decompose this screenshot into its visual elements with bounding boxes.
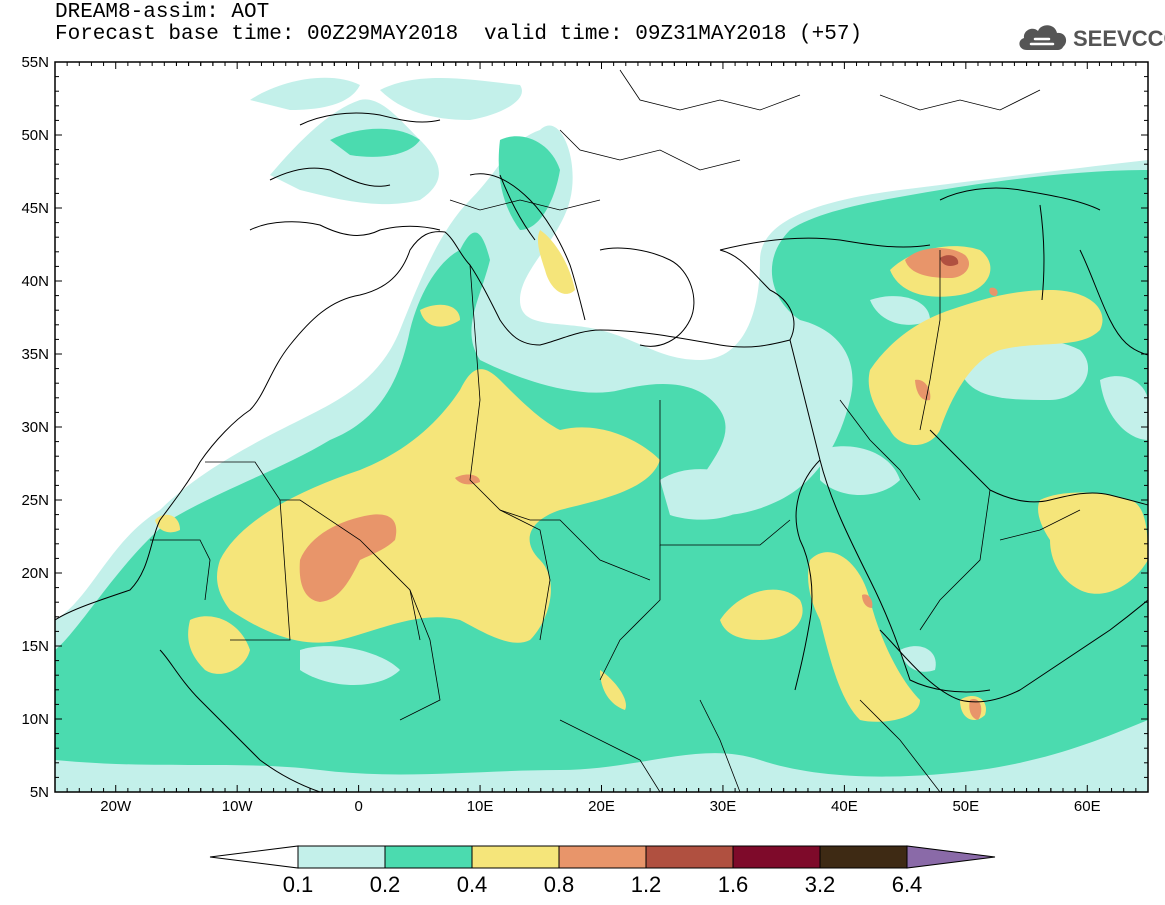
colorbar-low-arrow — [209, 845, 299, 869]
lon-label: 0 — [354, 798, 362, 815]
map-title: DREAM8-assim: AOT — [55, 1, 270, 24]
lat-label: 55N — [21, 54, 49, 71]
colorbar-box — [297, 845, 386, 869]
lat-label: 40N — [21, 273, 49, 290]
longitude-axis: 20W 10W 0 10E 20E 30E 40E 50E 60E — [54, 62, 1149, 815]
colorbar-label: 0.8 — [544, 872, 575, 897]
lat-label: 35N — [21, 346, 49, 363]
colorbar-label: 0.1 — [283, 872, 314, 897]
forecast-base-time: Forecast base time: 00Z29MAY2018 — [55, 23, 459, 46]
colorbar-label: 1.6 — [718, 872, 749, 897]
lon-label: 40E — [831, 798, 858, 815]
lat-label: 15N — [21, 638, 49, 655]
country-borders — [150, 69, 1081, 792]
lat-label: 25N — [21, 492, 49, 509]
colorbar-box — [645, 845, 734, 869]
coastlines — [55, 112, 1148, 792]
lon-label: 20E — [588, 798, 615, 815]
colorbar-label: 1.2 — [631, 872, 662, 897]
colorbar-label: 0.2 — [370, 872, 401, 897]
latitude-axis: 55N 50N 45N 40N 35N 30N 25N 20N 15N 10N 5N — [21, 54, 1148, 801]
lat-label: 20N — [21, 565, 49, 582]
seevccc-logo: SEEVCCC — [1015, 20, 1165, 56]
aot-band-0.8 — [299, 248, 998, 720]
colorbar-box — [558, 845, 647, 869]
lon-label: 50E — [952, 798, 979, 815]
lon-label: 10E — [467, 798, 494, 815]
colorbar-label: 0.4 — [457, 872, 488, 897]
lat-label: 30N — [21, 419, 49, 436]
lon-label: 10W — [222, 798, 254, 815]
colorbar-box — [819, 845, 908, 869]
lon-label: 30E — [710, 798, 737, 815]
aot-band-1.2 — [940, 255, 959, 266]
lat-label: 50N — [21, 127, 49, 144]
lat-label: 45N — [21, 200, 49, 217]
colorbar-high-arrow — [906, 845, 996, 869]
aot-colorbar: 0.1 0.2 0.4 0.8 1.2 1.6 3.2 6.4 — [209, 845, 996, 897]
colorbar-box — [732, 845, 821, 869]
lon-label: 20W — [100, 798, 132, 815]
colorbar-label: 3.2 — [805, 872, 836, 897]
lat-label: 10N — [21, 711, 49, 728]
aot-band-0.1-holes — [300, 296, 1148, 685]
logo-text: SEEVCCC — [1073, 26, 1165, 51]
valid-time: valid time: 09Z31MAY2018 (+57) — [484, 23, 863, 46]
colorbar-label: 6.4 — [892, 872, 923, 897]
lat-label: 5N — [30, 784, 49, 801]
colorbar-box — [384, 845, 473, 869]
cloud-icon — [1019, 25, 1067, 50]
colorbar-box — [471, 845, 560, 869]
aot-fields — [55, 62, 1148, 792]
lon-label: 60E — [1074, 798, 1101, 815]
